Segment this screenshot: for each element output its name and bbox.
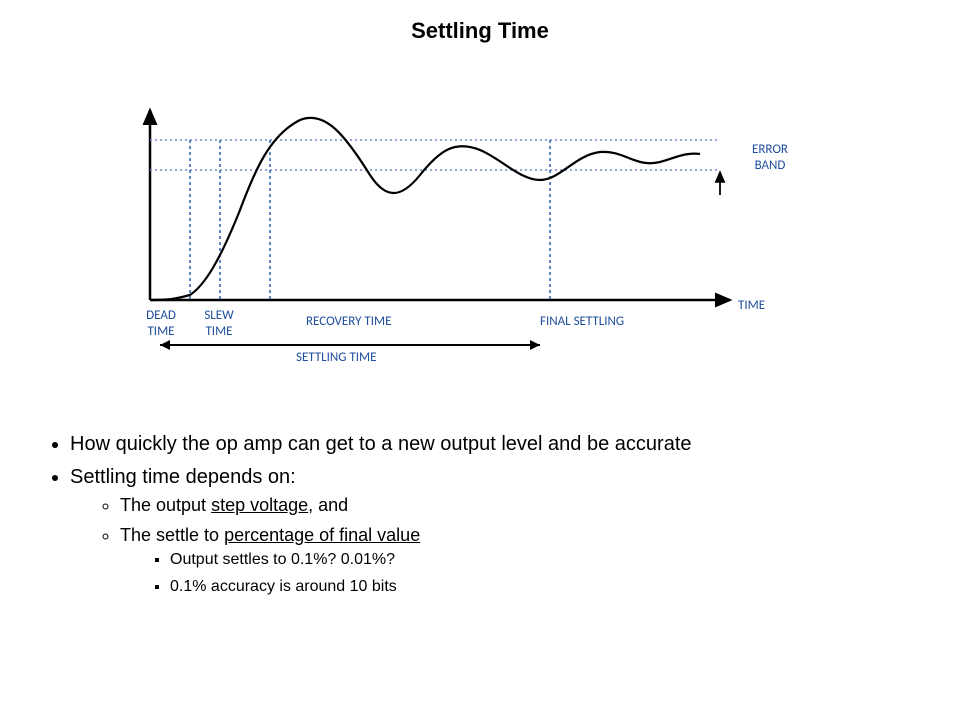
label-final-settling: FINAL SETTLING	[540, 314, 624, 330]
bullet-2b1: Output settles to 0.1%? 0.01%?	[170, 548, 920, 571]
bullet-2a: The output step voltage, and	[120, 492, 920, 518]
label-dead-time: DEAD TIME	[136, 308, 186, 339]
label-settling-time: SETTLING TIME	[296, 350, 377, 366]
label-error-band: ERROR BAND	[740, 142, 800, 173]
label-recovery-time: RECOVERY TIME	[306, 314, 391, 330]
b2b-underline: percentage of final value	[224, 525, 420, 545]
page-title: Settling Time	[0, 0, 960, 44]
bullet-2: Settling time depends on: The output ste…	[70, 463, 920, 599]
b2b-pre: The settle to	[120, 525, 224, 545]
b2a-pre: The output	[120, 495, 211, 515]
bullet-2-text: Settling time depends on:	[70, 466, 296, 488]
label-time: TIME	[738, 298, 765, 314]
b2a-post: , and	[308, 495, 348, 515]
label-slew-time: SLEW TIME	[194, 308, 244, 339]
response-curve	[150, 118, 700, 300]
bullet-list: How quickly the op amp can get to a new …	[40, 430, 920, 603]
b2a-underline: step voltage	[211, 495, 308, 515]
bullet-2b2: 0.1% accuracy is around 10 bits	[170, 575, 920, 598]
bullet-2b: The settle to percentage of final value …	[120, 522, 920, 598]
settling-chart: ERROR BAND TIME DEAD TIME SLEW TIME RECO…	[120, 90, 820, 370]
bullet-1: How quickly the op amp can get to a new …	[70, 430, 920, 459]
